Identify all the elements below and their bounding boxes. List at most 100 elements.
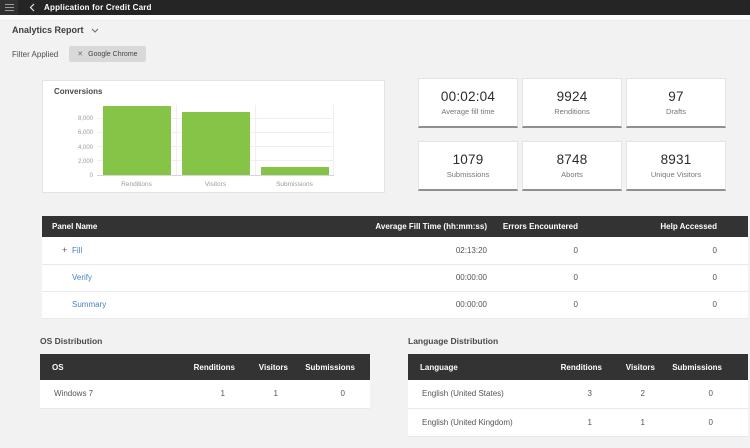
metric-card-renditions: 9924 Renditions [522, 78, 622, 128]
visitors-header: Visitors [602, 354, 655, 380]
panel-table-header-row: Panel Name Average Fill Time (hh:mm:ss) … [42, 216, 748, 237]
conversions-chart-card: Conversions 8,000 6,000 4,000 2,000 0 Re… [42, 80, 385, 193]
submissions-cell: 0 [655, 408, 748, 437]
language-cell: English (United States) [408, 380, 528, 409]
visitors-cell: 2 [602, 380, 655, 409]
avg-fill-time-cell: 00:00:00 [342, 264, 487, 292]
table-row-fill: + Fill 02:13:20 0 0 [42, 237, 748, 265]
metric-value: 97 [668, 89, 684, 104]
y-tick-label: 4,000 [77, 144, 93, 151]
filter-chip-label: Google Chrome [88, 50, 138, 58]
expand-plus-icon[interactable]: + [62, 245, 68, 256]
metric-card-submissions: 1079 Submissions [418, 141, 518, 191]
panel-link-summary[interactable]: Summary [72, 300, 107, 309]
language-cell: English (United Kingdom) [408, 408, 528, 437]
metric-label: Unique Visitors [650, 170, 702, 179]
metric-card-aborts: 8748 Aborts [522, 141, 622, 191]
help-cell: 0 [578, 264, 748, 292]
metric-value: 9924 [556, 89, 588, 104]
metric-label: Submissions [446, 170, 490, 179]
submissions-cell: 0 [288, 380, 370, 409]
metric-cards-grid: 00:02:04 Average fill time 9924 Renditio… [418, 78, 726, 191]
hamburger-glyph [4, 4, 14, 11]
bar-cell-submissions [255, 105, 334, 175]
chevron-down-icon [91, 28, 98, 33]
language-table-header-row: Language Renditions Visitors Submissions [408, 354, 748, 380]
language-distribution-section: Language Distribution Language Rendition… [408, 336, 748, 437]
renditions-cell: 1 [528, 408, 602, 437]
help-cell: 0 [578, 291, 748, 319]
os-header: OS [40, 354, 155, 380]
language-header: Language [408, 354, 528, 380]
x-tick-label: Renditions [121, 181, 152, 188]
avg-fill-time-cell: 00:00:00 [342, 291, 487, 319]
filter-bar: Filter Applied ✕ Google Chrome [12, 46, 146, 62]
y-tick-label: 8,000 [77, 116, 93, 123]
y-tick-label: 0 [89, 173, 93, 179]
avg-fill-time-header: Average Fill Time (hh:mm:ss) [342, 216, 487, 237]
chart-title: Conversions [54, 87, 103, 96]
table-row-verify: Verify 00:00:00 0 0 [42, 264, 748, 292]
filter-applied-label: Filter Applied [12, 49, 59, 59]
panel-name-header: Panel Name [42, 216, 342, 237]
os-distribution-section: OS Distribution OS Renditions Visitors S… [40, 336, 370, 409]
panel-table: Panel Name Average Fill Time (hh:mm:ss) … [42, 216, 748, 319]
submissions-header: Submissions [655, 354, 748, 380]
x-tick-label: Visitors [204, 181, 227, 188]
visitors-cell: 1 [602, 408, 655, 437]
errors-encountered-header: Errors Encountered [487, 216, 578, 237]
y-tick-label: 6,000 [77, 130, 93, 137]
filter-chip-google-chrome[interactable]: ✕ Google Chrome [69, 46, 146, 62]
panel-link-fill[interactable]: Fill [72, 246, 83, 256]
chart-plot-area [97, 105, 334, 176]
chart-y-axis: 8,000 6,000 4,000 2,000 0 [61, 105, 93, 179]
os-cell: Windows 7 [40, 380, 155, 409]
renditions-header: Renditions [528, 354, 602, 380]
metric-label: Average fill time [441, 107, 495, 116]
gridline [333, 105, 334, 175]
metric-value: 8748 [556, 152, 588, 167]
avg-fill-time-cell: 02:13:20 [342, 237, 487, 265]
os-table-header-row: OS Renditions Visitors Submissions [40, 354, 370, 380]
bar-renditions [102, 105, 171, 175]
panel-name-cell: Verify [42, 264, 342, 292]
help-cell: 0 [578, 237, 748, 265]
bar-cell-visitors [176, 105, 255, 175]
top-bar: Application for Credit Card [0, 0, 750, 15]
metric-label: Drafts [665, 107, 686, 116]
os-distribution-table: OS Renditions Visitors Submissions Windo… [40, 354, 370, 409]
gridline [176, 105, 177, 175]
remove-filter-icon[interactable]: ✕ [77, 50, 84, 58]
back-chevron-icon [29, 3, 35, 12]
visitors-header: Visitors [235, 354, 288, 380]
y-tick-label: 2,000 [77, 158, 93, 165]
page-title: Application for Credit Card [44, 3, 152, 12]
metric-card-drafts: 97 Drafts [626, 78, 726, 128]
chart-x-axis: Renditions Visitors Submissions [97, 181, 334, 188]
x-tick-label: Submissions [276, 181, 313, 188]
renditions-cell: 3 [528, 380, 602, 409]
report-type-selector[interactable]: Analytics Report [12, 25, 99, 35]
metric-value: 00:02:04 [440, 89, 496, 104]
metric-card-unique-visitors: 8931 Unique Visitors [626, 141, 726, 191]
submissions-header: Submissions [288, 354, 370, 380]
hamburger-menu-icon[interactable] [0, 0, 18, 15]
back-button[interactable] [29, 3, 35, 12]
errors-cell: 0 [487, 237, 578, 265]
language-distribution-table: Language Renditions Visitors Submissions… [408, 354, 748, 437]
panel-name-cell: Summary [42, 291, 342, 319]
renditions-header: Renditions [155, 354, 235, 380]
panel-link-verify[interactable]: Verify [72, 273, 93, 282]
bar-cell-renditions [97, 105, 176, 175]
gridline [255, 105, 256, 175]
renditions-cell: 1 [155, 380, 235, 409]
help-accessed-header: Help Accessed [578, 216, 748, 237]
report-selector-label: Analytics Report [12, 25, 84, 35]
table-row-english-uk: English (United Kingdom) 1 1 0 [408, 408, 748, 437]
metric-label: Aborts [561, 170, 583, 179]
bar-submissions [260, 167, 329, 175]
subheader-strip [0, 15, 750, 21]
bar-visitors [181, 112, 250, 175]
table-row-english-us: English (United States) 3 2 0 [408, 380, 748, 409]
errors-cell: 0 [487, 291, 578, 319]
